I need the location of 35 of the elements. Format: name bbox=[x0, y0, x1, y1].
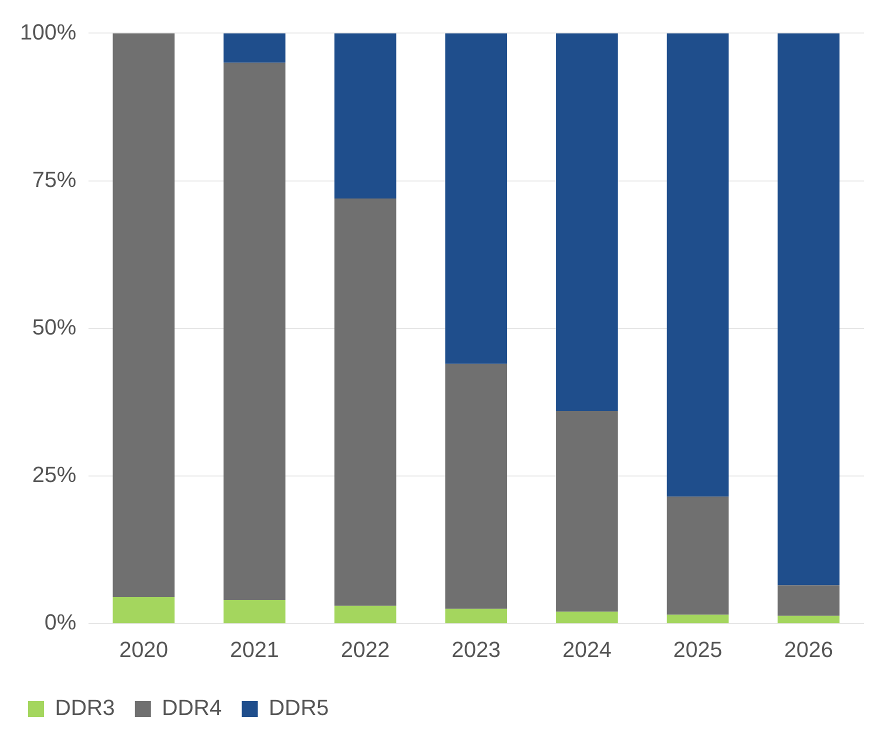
bar bbox=[224, 600, 286, 624]
bar bbox=[334, 198, 396, 606]
bar bbox=[334, 33, 396, 199]
x-tick-label: 2021 bbox=[230, 636, 279, 662]
bar bbox=[445, 33, 508, 364]
bar bbox=[112, 597, 175, 624]
x-tick-label: 2026 bbox=[784, 636, 834, 662]
legend-label: DDR5 bbox=[268, 695, 329, 720]
y-tick-label: 75% bbox=[32, 166, 76, 192]
bar bbox=[666, 496, 729, 615]
x-tick-label: 2020 bbox=[119, 636, 168, 662]
bar bbox=[556, 33, 618, 412]
bar bbox=[224, 62, 286, 600]
x-tick-label: 2023 bbox=[452, 636, 501, 662]
y-tick-label: 25% bbox=[32, 462, 76, 488]
bar bbox=[778, 585, 840, 616]
bar bbox=[445, 608, 508, 624]
y-tick-label: 50% bbox=[32, 314, 76, 340]
bar bbox=[334, 606, 396, 624]
x-tick-label: 2024 bbox=[562, 636, 612, 662]
legend-label: DDR3 bbox=[55, 695, 115, 720]
y-tick-label: 0% bbox=[44, 610, 76, 635]
bar bbox=[778, 33, 840, 586]
bar bbox=[224, 33, 286, 63]
x-tick-label: 2025 bbox=[673, 636, 722, 662]
bar bbox=[556, 612, 618, 624]
legend-label: DDR4 bbox=[162, 695, 222, 720]
bar bbox=[556, 411, 618, 612]
bar bbox=[666, 33, 729, 497]
bar bbox=[112, 33, 175, 598]
bar bbox=[666, 614, 729, 624]
y-tick-label: 100% bbox=[20, 19, 76, 44]
x-tick-label: 2022 bbox=[340, 636, 390, 662]
bar bbox=[445, 364, 508, 609]
bar bbox=[778, 616, 840, 624]
